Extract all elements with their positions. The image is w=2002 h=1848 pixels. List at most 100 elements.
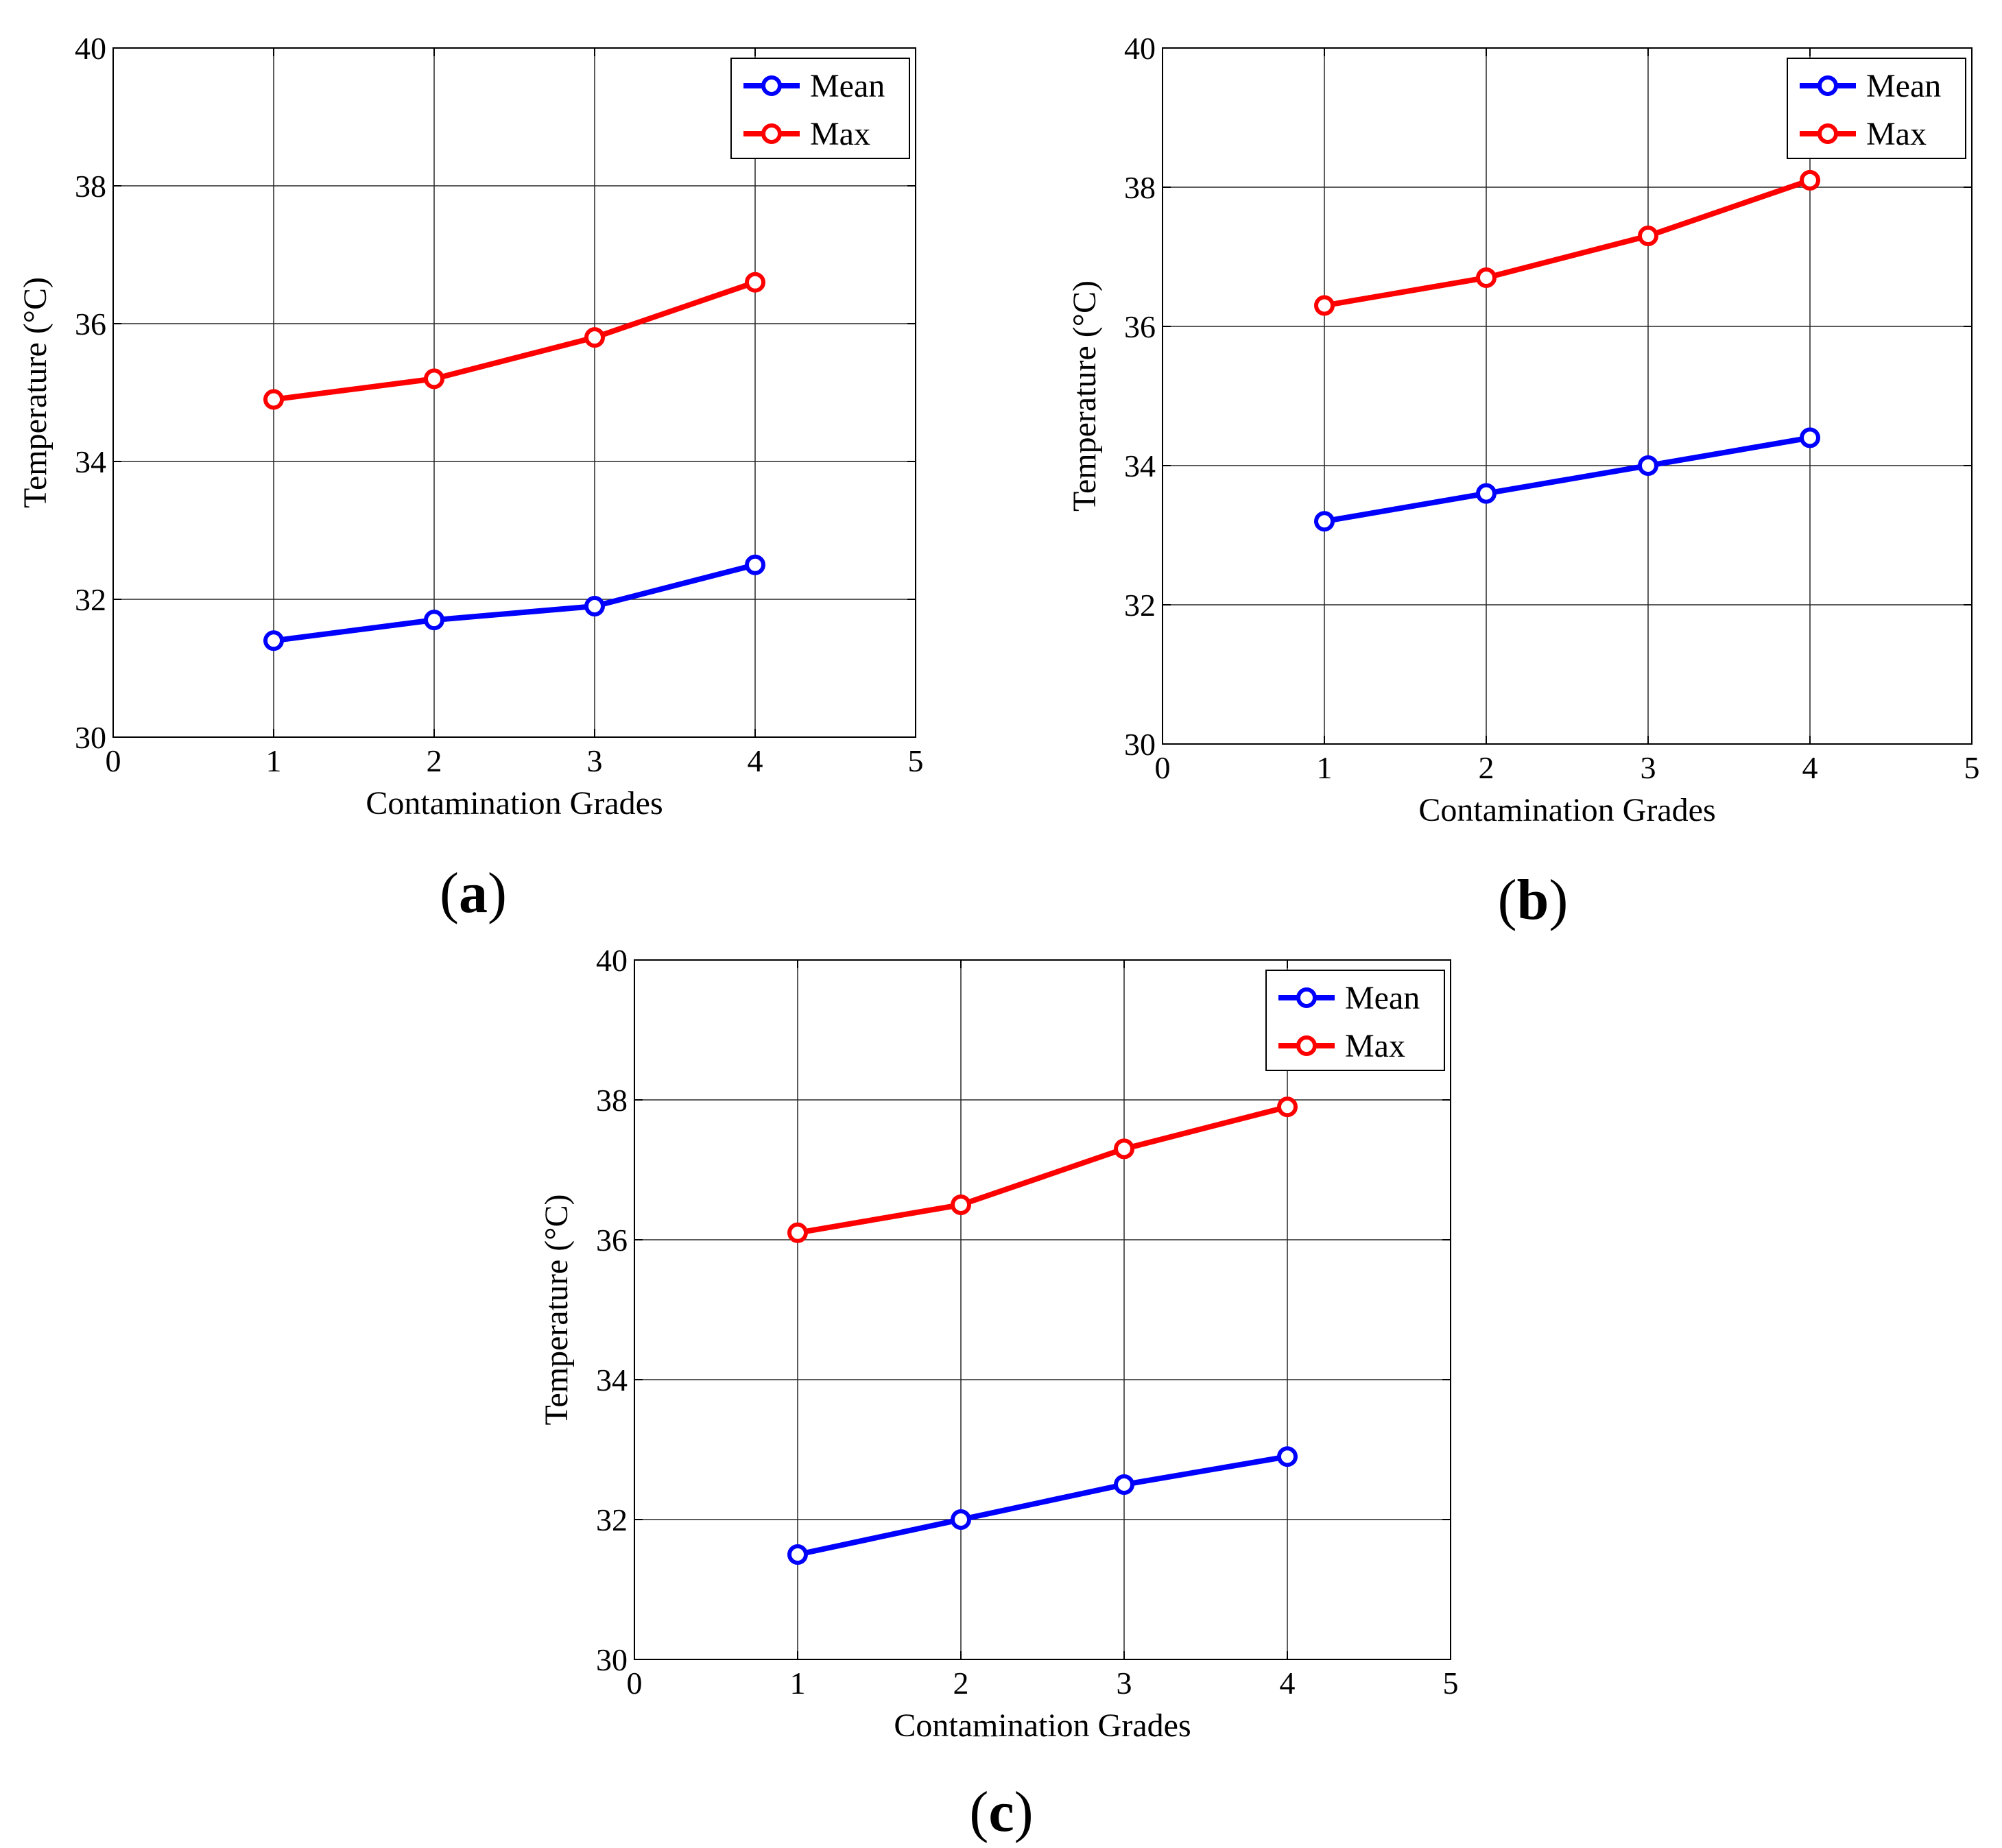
legend: Mean Max — [730, 58, 910, 159]
x-tick-label: 1 — [266, 743, 282, 778]
x-tick-label: 5 — [1964, 750, 1980, 785]
x-tick-label: 1 — [790, 1666, 806, 1701]
data-point-max — [1638, 226, 1658, 247]
data-point-mean — [787, 1544, 808, 1565]
y-tick-label: 36 — [1124, 309, 1156, 344]
data-point-mean — [1800, 427, 1820, 448]
x-axis-title: Contamination Grades — [894, 1707, 1191, 1744]
legend: Mean Max — [1787, 58, 1966, 159]
legend-box — [730, 58, 910, 159]
data-point-mean — [424, 610, 444, 631]
data-point-mean — [584, 596, 605, 617]
y-tick-label: 34 — [1124, 448, 1156, 483]
x-tick-label: 5 — [908, 743, 924, 778]
x-tick-label: 3 — [1117, 1666, 1132, 1701]
data-point-mean — [745, 554, 765, 575]
data-point-max — [1476, 267, 1497, 288]
series-line-max — [273, 279, 756, 403]
y-axis-title: Temperature (°C) — [1066, 280, 1103, 512]
legend-box — [1265, 970, 1445, 1071]
y-axis-title: Temperature (°C) — [538, 1194, 575, 1425]
legend-label-mean: Mean — [810, 68, 885, 104]
data-point-mean — [1277, 1446, 1298, 1467]
data-point-max — [787, 1222, 808, 1243]
panel-label: (a) — [440, 861, 507, 925]
x-tick-label: 4 — [748, 743, 763, 778]
legend-label-max: Max — [1345, 1028, 1405, 1064]
x-axis-title: Contamination Grades — [1418, 792, 1715, 828]
plot-frame — [634, 959, 1451, 1660]
x-axis-title: Contamination Grades — [366, 785, 663, 821]
x-tick-label: 3 — [587, 743, 603, 778]
x-tick-label: 2 — [427, 743, 442, 778]
series-line-max — [797, 1104, 1288, 1236]
x-tick-label: 4 — [1280, 1666, 1296, 1701]
y-tick-label: 30 — [75, 720, 106, 755]
x-tick-label: 0 — [1155, 750, 1171, 785]
legend-label-mean: Mean — [1866, 68, 1941, 104]
x-tick-label: 2 — [1479, 750, 1494, 785]
legend-marker-mean — [1296, 987, 1317, 1008]
legend-label-mean: Mean — [1345, 980, 1420, 1016]
y-tick-label: 38 — [75, 169, 106, 204]
x-tick-label: 0 — [627, 1666, 643, 1701]
y-tick-label: 32 — [596, 1502, 628, 1537]
data-point-mean — [1476, 483, 1497, 504]
legend-label-max: Max — [810, 116, 870, 152]
data-point-max — [1277, 1096, 1298, 1118]
y-tick-label: 30 — [1124, 727, 1156, 762]
y-tick-label: 36 — [596, 1223, 628, 1258]
y-tick-label: 34 — [75, 444, 106, 479]
legend-marker-max — [1296, 1035, 1317, 1056]
legend-marker-max — [1818, 123, 1838, 144]
y-tick-label: 32 — [75, 582, 106, 617]
data-point-mean — [1638, 455, 1658, 476]
y-tick-label: 30 — [596, 1642, 628, 1677]
data-point-max — [1800, 169, 1820, 191]
data-point-max — [1314, 295, 1335, 316]
y-tick-label: 40 — [1124, 31, 1156, 66]
x-tick-label: 0 — [106, 743, 121, 778]
series-line-mean — [1324, 435, 1811, 525]
legend-box — [1787, 58, 1966, 159]
data-point-mean — [951, 1509, 971, 1530]
data-point-max — [263, 389, 284, 410]
x-tick-label: 5 — [1443, 1666, 1459, 1701]
y-tick-label: 32 — [1124, 588, 1156, 623]
y-tick-label: 40 — [75, 31, 106, 66]
data-point-max — [584, 327, 605, 348]
panel-label: (c) — [969, 1780, 1033, 1844]
plot-frame — [1162, 47, 1973, 745]
y-tick-label: 34 — [596, 1363, 628, 1397]
data-point-max — [1114, 1138, 1134, 1160]
series-line-max — [1324, 178, 1811, 309]
legend: Mean Max — [1265, 970, 1445, 1071]
x-tick-label: 4 — [1802, 750, 1818, 785]
y-tick-label: 36 — [75, 307, 106, 341]
x-tick-label: 1 — [1317, 750, 1333, 785]
data-point-max — [951, 1195, 971, 1215]
legend-marker-mean — [761, 75, 782, 96]
series-line-mean — [797, 1454, 1288, 1557]
data-point-mean — [1314, 511, 1335, 532]
panel-label: (b) — [1498, 868, 1569, 932]
y-tick-label: 38 — [596, 1083, 628, 1118]
legend-marker-max — [761, 123, 782, 144]
y-axis-title: Temperature (°C) — [17, 277, 53, 508]
series-line-mean — [273, 562, 756, 644]
data-point-max — [424, 368, 444, 389]
data-point-mean — [1114, 1474, 1134, 1495]
data-point-max — [745, 272, 765, 293]
data-point-mean — [263, 630, 284, 651]
plot-frame — [112, 47, 916, 738]
y-tick-label: 38 — [1124, 170, 1156, 205]
x-tick-label: 3 — [1641, 750, 1656, 785]
legend-label-max: Max — [1866, 116, 1927, 152]
legend-marker-mean — [1818, 75, 1838, 96]
y-tick-label: 40 — [596, 943, 628, 978]
x-tick-label: 2 — [953, 1666, 969, 1701]
